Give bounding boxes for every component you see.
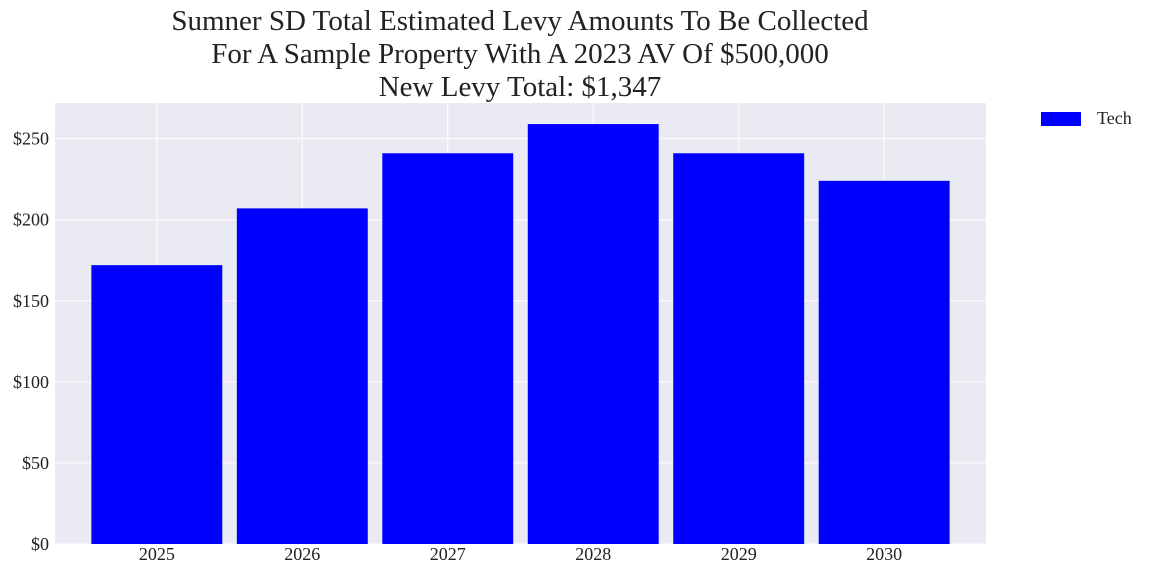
chart-title-line-1: Sumner SD Total Estimated Levy Amounts T… xyxy=(171,5,869,37)
y-tick-label: $250 xyxy=(13,129,49,149)
bar-2030 xyxy=(818,180,950,544)
chart-title-line-3: New Levy Total: $1,347 xyxy=(378,71,662,103)
y-tick-label: $200 xyxy=(13,210,49,230)
legend: Tech xyxy=(1041,108,1132,129)
legend-swatch-tech xyxy=(1041,111,1081,126)
bar-2025 xyxy=(91,265,223,544)
bar-2027 xyxy=(382,153,514,544)
x-tick-label: 2025 xyxy=(139,544,175,564)
x-tick-label: 2027 xyxy=(430,544,466,564)
y-tick-label: $150 xyxy=(13,291,49,311)
y-tick-label: $50 xyxy=(22,453,49,473)
bar-2028 xyxy=(527,124,659,544)
chart-title: Sumner SD Total Estimated Levy Amounts T… xyxy=(0,5,1040,104)
x-tick-label: 2026 xyxy=(284,544,320,564)
y-tick-label: $0 xyxy=(31,534,49,554)
bar-2026 xyxy=(236,208,368,544)
legend-label-tech: Tech xyxy=(1097,108,1132,128)
y-tick-label: $100 xyxy=(13,372,49,392)
x-tick-label: 2030 xyxy=(866,544,902,564)
chart-title-line-2: For A Sample Property With A 2023 AV Of … xyxy=(211,38,829,70)
bar-2029 xyxy=(673,153,805,544)
x-tick-label: 2028 xyxy=(575,544,611,564)
x-tick-label: 2029 xyxy=(721,544,757,564)
